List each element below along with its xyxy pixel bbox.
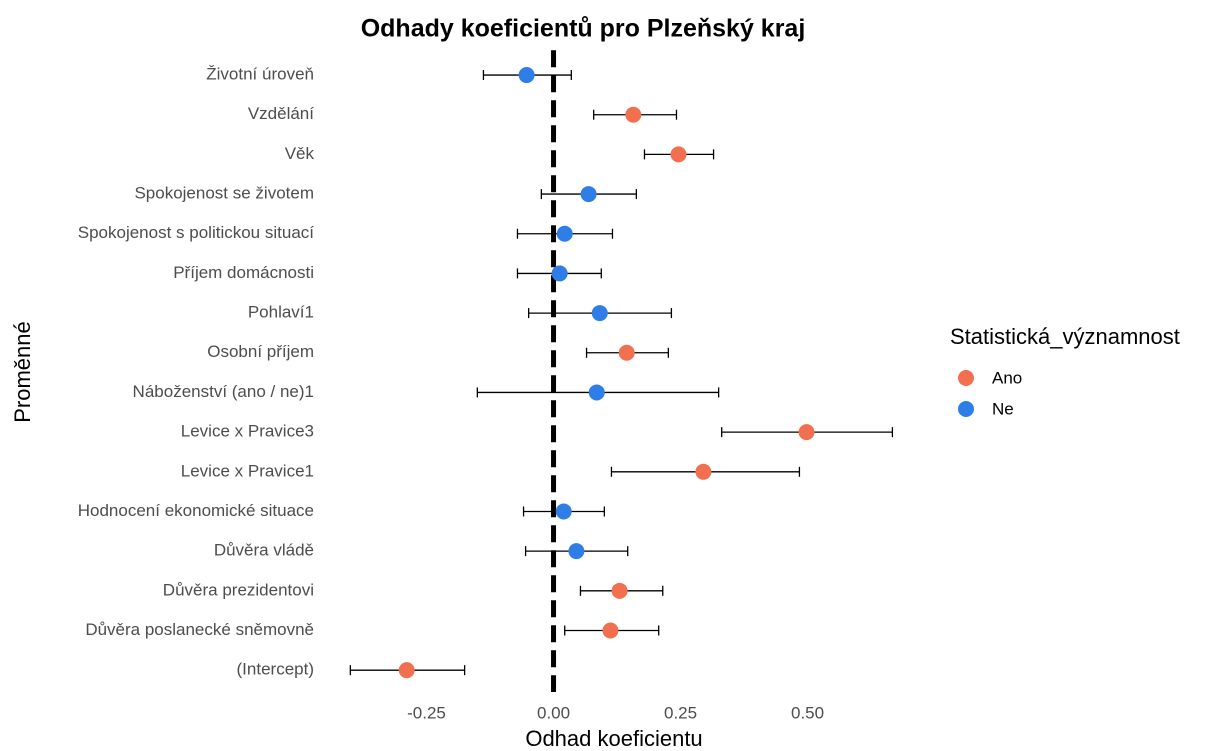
- y-tick-label: Levice x Pravice3: [181, 422, 314, 441]
- x-tick-label: 0.25: [664, 703, 697, 722]
- legend-swatch: [958, 370, 974, 386]
- y-tick-label: Důvěra prezidentovi: [163, 580, 314, 599]
- y-tick-label: Spokojenost s politickou situací: [78, 223, 315, 242]
- y-tick-label: Levice x Pravice1: [181, 461, 314, 480]
- legend-swatch: [958, 401, 974, 417]
- y-tick-label: Důvěra poslanecké sněmovně: [85, 620, 314, 639]
- point: [611, 582, 628, 599]
- point: [625, 106, 642, 123]
- point: [556, 225, 573, 242]
- x-tick-label: 0.50: [791, 703, 824, 722]
- point: [398, 662, 415, 679]
- y-tick-label: Spokojenost se životem: [134, 184, 314, 203]
- y-tick-label: Pohlaví1: [248, 303, 314, 322]
- point: [602, 622, 619, 639]
- y-tick-label: Vzdělání: [248, 104, 314, 123]
- x-tick-label: -0.25: [407, 703, 446, 722]
- y-tick-label: Hodnocení ekonomické situace: [78, 501, 314, 520]
- x-axis-title: Odhad koeficientu: [525, 726, 702, 751]
- point: [568, 543, 585, 560]
- legend-title: Statistická_významnost: [950, 324, 1180, 349]
- point: [618, 344, 635, 361]
- y-tick-label: Životní úroveň: [206, 65, 314, 84]
- y-tick-label: (Intercept): [237, 660, 314, 679]
- y-axis-title: Proměnné: [10, 321, 35, 423]
- point: [588, 384, 605, 401]
- point: [580, 186, 597, 203]
- point: [518, 67, 535, 84]
- point: [551, 265, 568, 282]
- point: [798, 424, 815, 441]
- chart-title: Odhady koeficientů pro Plzeňský kraj: [361, 15, 806, 43]
- point: [555, 503, 572, 520]
- point: [591, 305, 608, 322]
- y-tick-label: Osobní příjem: [207, 342, 314, 361]
- y-tick-label: Příjem domácnosti: [173, 263, 314, 282]
- legend-label: Ano: [992, 368, 1022, 387]
- x-tick-label: 0.00: [537, 703, 570, 722]
- point: [670, 146, 687, 163]
- point: [695, 463, 712, 480]
- legend-label: Ne: [992, 399, 1014, 418]
- y-tick-label: Důvěra vládě: [214, 541, 314, 560]
- y-tick-label: Věk: [285, 144, 315, 163]
- y-tick-label: Náboženství (ano / ne)1: [133, 382, 314, 401]
